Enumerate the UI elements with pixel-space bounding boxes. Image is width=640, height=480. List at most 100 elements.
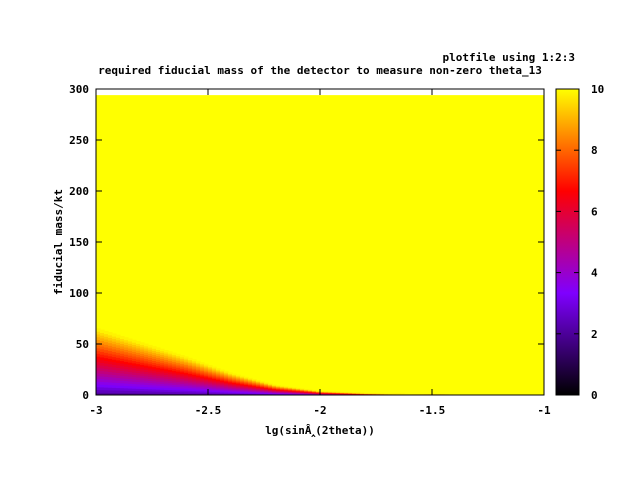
heatmap-cell — [208, 370, 213, 372]
heatmap-cell — [128, 390, 133, 394]
heatmap-cell — [232, 375, 237, 377]
heatmap-cell — [164, 393, 169, 395]
heatmap-cell — [176, 374, 181, 377]
heatmap-cell — [164, 379, 169, 383]
heatmap-cell — [184, 356, 189, 359]
heatmap-cell — [196, 366, 201, 369]
heatmap-cell — [100, 335, 105, 339]
heatmap-cell — [124, 356, 129, 360]
heatmap-cell — [136, 345, 141, 349]
heatmap-cell — [180, 363, 185, 366]
heatmap-cell — [248, 388, 253, 390]
heatmap-cell — [136, 350, 141, 353]
heatmap-cell — [252, 393, 257, 395]
heatmap-cell — [136, 354, 141, 358]
heatmap-cell — [236, 385, 241, 388]
heatmap-cell — [112, 361, 117, 365]
heatmap-cell — [168, 371, 173, 374]
heatmap-cell — [172, 354, 177, 357]
heatmap-cell — [228, 383, 233, 386]
heatmap-cell — [148, 378, 153, 381]
colorbar-tick-label: 8 — [591, 144, 598, 157]
heatmap-cell — [236, 388, 241, 390]
heatmap-cell — [132, 342, 137, 345]
heatmap-cell — [400, 393, 405, 395]
heatmap-cell — [196, 363, 201, 366]
heatmap-cell — [140, 346, 145, 350]
heatmap-cell — [156, 375, 161, 378]
heatmap-cell — [204, 385, 209, 388]
heatmap-cell — [236, 374, 241, 377]
heatmap-cell — [168, 378, 173, 382]
heatmap-cell — [204, 376, 209, 379]
heatmap-cell — [220, 374, 225, 377]
heatmap-cell — [180, 361, 185, 365]
heatmap-cell — [208, 372, 213, 375]
heatmap-cell — [180, 388, 185, 391]
heatmap-cell — [228, 377, 233, 379]
heatmap-cell — [196, 383, 201, 386]
heatmap-cell — [200, 363, 205, 366]
heatmap-cell — [248, 391, 253, 393]
heatmap-cell — [180, 391, 185, 394]
heatmap-cell — [216, 371, 221, 374]
heatmap-cell — [200, 375, 205, 378]
heatmap-cell — [124, 373, 129, 377]
heatmap-cell — [228, 390, 233, 392]
heatmap-cell — [108, 374, 113, 378]
heatmap-cell — [136, 379, 141, 383]
heatmap-cell — [140, 364, 145, 368]
heatmap-cell — [184, 369, 189, 372]
heatmap-cell — [196, 389, 201, 392]
heatmap-cell — [96, 369, 101, 374]
heatmap-cell — [132, 344, 137, 348]
heatmap-cell — [144, 354, 149, 358]
heatmap-cell — [136, 363, 141, 367]
heatmap-cell — [188, 373, 193, 376]
heatmap-cell — [232, 378, 237, 380]
heatmap-cell — [160, 356, 165, 359]
heatmap-cell — [124, 368, 129, 372]
heatmap-cell — [220, 389, 225, 392]
heatmap-cell — [132, 360, 137, 364]
heatmap-cell — [148, 382, 153, 386]
heatmap-cell — [204, 391, 209, 393]
heatmap-cell — [104, 381, 109, 385]
heatmap-cell — [212, 374, 217, 377]
heatmap-cell — [116, 377, 121, 381]
heatmap-cell — [196, 385, 201, 388]
heatmap-cell — [152, 370, 157, 374]
heatmap-cell — [200, 393, 205, 395]
heatmap-cell — [152, 388, 157, 392]
heatmap-cell — [104, 376, 109, 380]
heatmap-cell — [220, 372, 225, 375]
heatmap-cell — [112, 374, 117, 378]
heatmap-cell — [176, 364, 181, 367]
heatmap-cell — [276, 385, 281, 387]
heatmap-cell — [160, 348, 165, 352]
heatmap-cell — [112, 333, 117, 337]
heatmap-cell — [108, 384, 113, 388]
heatmap-cell — [156, 367, 161, 370]
heatmap-cell — [112, 343, 117, 347]
y-tick-label: 300 — [69, 83, 89, 96]
heatmap-cell — [120, 365, 125, 369]
heatmap-cell — [108, 360, 113, 365]
heatmap-cell — [208, 373, 213, 376]
heatmap-cell — [108, 371, 113, 375]
heatmap-cell — [152, 352, 157, 355]
heatmap-cell — [152, 362, 157, 366]
heatmap-cell — [192, 360, 197, 363]
heatmap-cell — [108, 387, 113, 391]
heatmap-layer — [96, 95, 544, 395]
heatmap-cell — [116, 347, 121, 351]
heatmap-cell — [168, 391, 173, 394]
heatmap-cell — [104, 338, 109, 343]
heatmap-cell — [156, 373, 161, 376]
heatmap-cell — [168, 367, 173, 371]
heatmap-cell — [220, 373, 225, 376]
heatmap-cell — [124, 354, 129, 358]
heatmap-cell — [140, 366, 145, 370]
heatmap-cell — [216, 382, 221, 385]
heatmap-cell — [216, 381, 221, 384]
